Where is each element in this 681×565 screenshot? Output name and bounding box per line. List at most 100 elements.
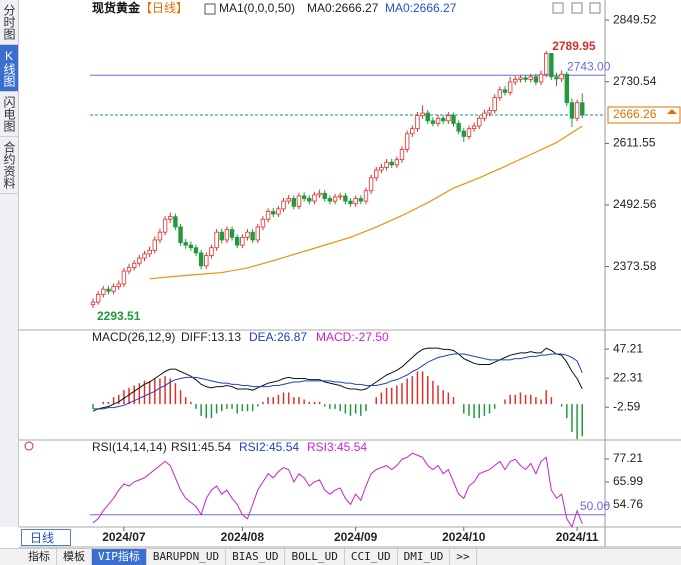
ma-line xyxy=(149,125,583,280)
indicator-label: MA1(0,0,0,50) xyxy=(219,1,295,15)
candle-body xyxy=(265,211,271,220)
indicator-tab[interactable]: >> xyxy=(450,549,477,565)
macd-line xyxy=(93,353,583,410)
indicator-tab[interactable]: VIP指标 xyxy=(92,549,147,565)
indicator-tab[interactable]: BARUPDN_UD xyxy=(147,549,227,565)
legend-label: DIFF:13.13 xyxy=(181,330,241,344)
candle-body xyxy=(271,211,276,215)
candle-body xyxy=(116,283,121,287)
candle-body xyxy=(250,231,255,241)
sidebar: 分时图 K线图 闪电图 合约资料 xyxy=(0,0,19,527)
candle-body xyxy=(389,161,394,166)
candle-body xyxy=(296,195,302,207)
indicator-tab[interactable]: CCI_UD xyxy=(345,549,398,565)
ma-toggle xyxy=(204,3,216,15)
indicator-tab[interactable]: 模板 xyxy=(57,549,92,565)
candle-body xyxy=(435,117,441,124)
candle-body xyxy=(374,169,379,179)
y-tick-label: 54.76 xyxy=(613,497,643,511)
toolbar-icon xyxy=(589,2,601,14)
side-tab[interactable]: 闪电图 xyxy=(0,92,18,137)
candle-body xyxy=(131,262,137,268)
candle-body xyxy=(492,97,497,111)
candle-body xyxy=(193,247,199,254)
candle-body xyxy=(214,231,219,249)
indicator-tab[interactable]: DMI_UD xyxy=(398,549,451,565)
candle-body xyxy=(317,192,322,196)
last-price-arrow xyxy=(667,109,677,115)
indicator-tab[interactable]: 指标 xyxy=(22,549,57,565)
candle-body xyxy=(332,196,338,202)
low-label: 2293.51 xyxy=(97,309,141,323)
candle-body xyxy=(544,53,549,75)
candle-body xyxy=(343,195,348,202)
rsi-icon xyxy=(24,441,34,451)
candle-body xyxy=(348,200,353,205)
candle-body xyxy=(513,79,518,83)
candle-body xyxy=(528,76,533,80)
last-price-label: 2666.26 xyxy=(613,107,657,121)
candle-body xyxy=(173,216,178,228)
candle-body xyxy=(204,255,209,267)
candle-body xyxy=(147,249,152,255)
candle-body xyxy=(487,110,492,114)
last-price-box xyxy=(607,106,681,124)
side-tab[interactable]: K线图 xyxy=(0,45,18,92)
candle-body xyxy=(281,200,286,210)
candle-body xyxy=(291,198,297,207)
candle-body xyxy=(183,242,188,246)
indicator-tab[interactable]: BOLL_UD xyxy=(285,549,345,565)
legend-label: MA0:2666.27 xyxy=(385,1,457,15)
candle-body xyxy=(440,117,446,122)
candle-body xyxy=(101,288,106,295)
y-tick-label: 2849.52 xyxy=(613,12,657,26)
chart: 现货黄金 【日线】 MA1(0,0,0,50) MA0:2666.27 MA0:2666… xyxy=(19,0,681,548)
candle-body xyxy=(394,159,400,166)
candle-body xyxy=(461,130,466,137)
candle-body xyxy=(121,270,127,285)
y-tick-label: 2492.56 xyxy=(613,197,657,211)
y-tick-label: 2373.58 xyxy=(613,259,657,273)
x-tick-label: 2024/10 xyxy=(442,530,486,544)
candle-body xyxy=(219,231,224,241)
candle-body xyxy=(106,288,111,292)
side-tab[interactable]: 合约资料 xyxy=(0,137,18,194)
candle-body xyxy=(245,231,250,238)
candle-body xyxy=(188,244,194,249)
period-label: 【日线】 xyxy=(140,1,188,15)
candle-body xyxy=(337,195,343,198)
y-tick-label: -2.59 xyxy=(613,399,641,413)
x-tick-label: 2024/07 xyxy=(102,530,146,544)
candle-body xyxy=(564,73,569,104)
candle-body xyxy=(451,115,456,124)
legend-label: DEA:26.87 xyxy=(249,330,307,344)
indicator-tab[interactable]: BIAS_UD xyxy=(226,549,286,565)
legend-label: MACD:-27.50 xyxy=(316,330,389,344)
candle-body xyxy=(260,218,266,228)
candle-body xyxy=(554,76,559,80)
candle-body xyxy=(502,89,508,93)
candle-body xyxy=(276,208,281,215)
candle-body xyxy=(224,229,230,241)
candle-body xyxy=(518,77,523,80)
candle-body xyxy=(538,73,544,83)
y-tick-label: 2611.55 xyxy=(613,136,656,150)
candle-body xyxy=(327,198,333,202)
candle-body xyxy=(404,133,410,150)
candle-body xyxy=(162,218,168,233)
candle-body xyxy=(240,236,245,246)
candle-body xyxy=(157,231,163,241)
macd-line xyxy=(92,347,583,412)
ref-line-label: 2743.00 xyxy=(567,59,611,73)
candle-body xyxy=(471,125,477,130)
toolbar-icon xyxy=(552,2,564,14)
high-label: 2789.95 xyxy=(552,39,596,53)
side-tab[interactable]: 分时图 xyxy=(0,0,18,45)
y-tick-label: 77.21 xyxy=(613,451,643,465)
candle-body xyxy=(430,120,436,124)
candle-body xyxy=(477,117,482,127)
y-tick-label: 2730.54 xyxy=(613,74,657,88)
candle-body xyxy=(358,198,363,202)
period-button[interactable]: 日线 xyxy=(21,529,71,546)
candle-body xyxy=(497,89,503,98)
